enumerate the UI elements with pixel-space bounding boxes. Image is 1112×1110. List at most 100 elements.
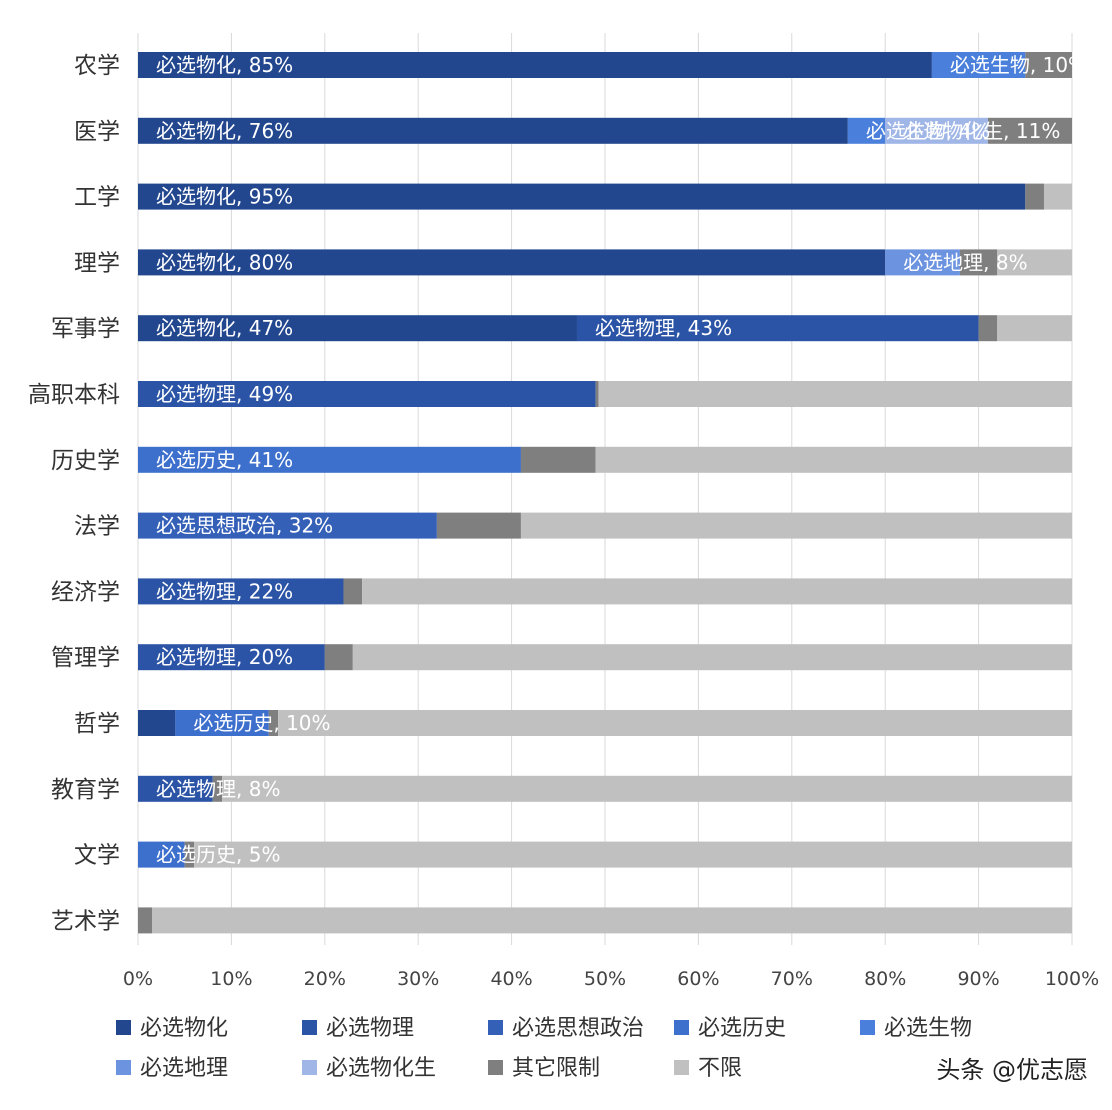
category-label: 农学 bbox=[74, 53, 120, 79]
category-label: 经济学 bbox=[51, 579, 120, 605]
legend-swatch bbox=[860, 1020, 875, 1035]
legend-entry: 必选思想政治 bbox=[512, 1016, 644, 1041]
bar-segment bbox=[138, 52, 932, 78]
data-label: 必选物化, 47% bbox=[156, 316, 293, 340]
bar-segment bbox=[959, 249, 998, 276]
category-label: 医学 bbox=[74, 119, 120, 145]
grid-lines bbox=[137, 33, 1073, 945]
bar-segment bbox=[268, 710, 279, 736]
bars bbox=[138, 52, 1073, 934]
bar-segment bbox=[520, 512, 1072, 539]
data-label: 必选地理, 8% bbox=[903, 250, 1027, 274]
data-label: 必选物理, 22% bbox=[156, 579, 293, 603]
bar-segment bbox=[847, 117, 886, 144]
bar-segment bbox=[212, 775, 223, 802]
bar-segment bbox=[324, 644, 353, 671]
bar-segment bbox=[138, 710, 176, 736]
x-tick-label: 10% bbox=[210, 968, 252, 990]
data-label: 必选物理, 8% bbox=[156, 777, 280, 801]
legend-entry: 必选生物 bbox=[884, 1016, 972, 1041]
data-labels: 必选物化, 85% 必选生物, 10% 必选物化, 76% 必选生物, 4%必选物化生… bbox=[156, 53, 1087, 867]
category-label: 工学 bbox=[74, 185, 120, 211]
data-label: 必选物化, 85% bbox=[156, 53, 293, 77]
bar-segment bbox=[138, 446, 521, 473]
bar-segment bbox=[138, 117, 848, 144]
x-tick-label: 0% bbox=[123, 968, 153, 990]
bar-segment bbox=[138, 249, 886, 276]
bar-segment bbox=[175, 710, 269, 736]
x-tick-label: 40% bbox=[490, 968, 532, 990]
data-label: 必选物化, 76% bbox=[156, 119, 293, 143]
category-label: 军事学 bbox=[51, 316, 120, 342]
legend-entry: 必选历史 bbox=[698, 1016, 786, 1041]
bar-segment bbox=[931, 52, 1026, 78]
bar-segment bbox=[595, 446, 1072, 473]
bar-segment bbox=[520, 446, 596, 473]
bar-segment bbox=[1025, 183, 1044, 210]
legend-swatch bbox=[302, 1020, 317, 1035]
x-tick-label: 70% bbox=[771, 968, 813, 990]
data-label: 必选物化, 95% bbox=[156, 185, 293, 209]
data-label: 必选物理, 49% bbox=[156, 382, 293, 406]
bar-segment bbox=[184, 841, 195, 868]
bar-segment bbox=[885, 249, 960, 276]
bar-segment bbox=[352, 644, 1072, 671]
x-tick-label: 20% bbox=[304, 968, 346, 990]
category-label: 教育学 bbox=[51, 777, 120, 803]
legend-swatch bbox=[488, 1020, 503, 1035]
bar-segment bbox=[362, 578, 1072, 605]
legend-swatch bbox=[302, 1060, 317, 1075]
bar-segment bbox=[138, 775, 213, 802]
bar-segment bbox=[138, 644, 325, 671]
bar-segment bbox=[138, 183, 1026, 210]
credit-text: 头条 @优志愿 bbox=[936, 1056, 1088, 1084]
legend-swatch bbox=[674, 1020, 689, 1035]
bar-segment bbox=[152, 907, 1072, 934]
bar-segment bbox=[222, 775, 1072, 802]
bar-segment bbox=[138, 841, 185, 868]
bar-segment bbox=[138, 381, 596, 407]
category-label: 艺术学 bbox=[51, 908, 120, 934]
legend-entry: 其它限制 bbox=[512, 1056, 600, 1081]
category-label: 理学 bbox=[74, 250, 120, 276]
data-label: 必选历史, 10% bbox=[193, 711, 330, 735]
bar-segment bbox=[194, 841, 1073, 868]
bar-segment bbox=[343, 578, 363, 605]
legend-swatch bbox=[116, 1060, 131, 1075]
data-label: 必选历史, 41% bbox=[156, 448, 293, 472]
legend-entry: 必选物化 bbox=[140, 1016, 228, 1041]
bar-segment bbox=[138, 512, 437, 539]
bar-segment bbox=[138, 315, 577, 342]
x-tick-label: 80% bbox=[864, 968, 906, 990]
bar-segment bbox=[598, 381, 1072, 407]
x-tick-label: 90% bbox=[957, 968, 999, 990]
bar-segment bbox=[595, 381, 599, 407]
legend-entry: 必选物化生 bbox=[326, 1056, 436, 1081]
category-label: 哲学 bbox=[74, 711, 120, 737]
x-tick-label: 30% bbox=[397, 968, 439, 990]
bar-segment bbox=[576, 315, 979, 342]
bar-segment bbox=[978, 315, 998, 342]
bar-segment bbox=[987, 117, 1072, 144]
bar-segment bbox=[138, 578, 344, 605]
bar-segment bbox=[997, 249, 1072, 276]
legend-entry: 必选物理 bbox=[326, 1016, 414, 1041]
legend-entry: 不限 bbox=[698, 1056, 742, 1081]
data-label: 必选思想政治, 32% bbox=[156, 514, 333, 538]
legend-swatch bbox=[488, 1060, 503, 1075]
bar-segment bbox=[436, 512, 521, 539]
category-label: 高职本科 bbox=[28, 382, 120, 408]
data-label: 必选物化, 80% bbox=[156, 250, 293, 274]
category-label: 法学 bbox=[74, 514, 120, 540]
data-label: 必选生物, 4% bbox=[866, 119, 990, 143]
bar-segment bbox=[1025, 52, 1072, 78]
legend-swatch bbox=[116, 1020, 131, 1035]
bar-segment bbox=[138, 907, 153, 934]
bar-segment bbox=[278, 710, 1073, 736]
bar-segment bbox=[1043, 183, 1072, 210]
category-label: 文学 bbox=[74, 843, 120, 869]
category-label: 历史学 bbox=[51, 448, 120, 474]
data-label: 必选物化生, 11% bbox=[903, 119, 1060, 143]
